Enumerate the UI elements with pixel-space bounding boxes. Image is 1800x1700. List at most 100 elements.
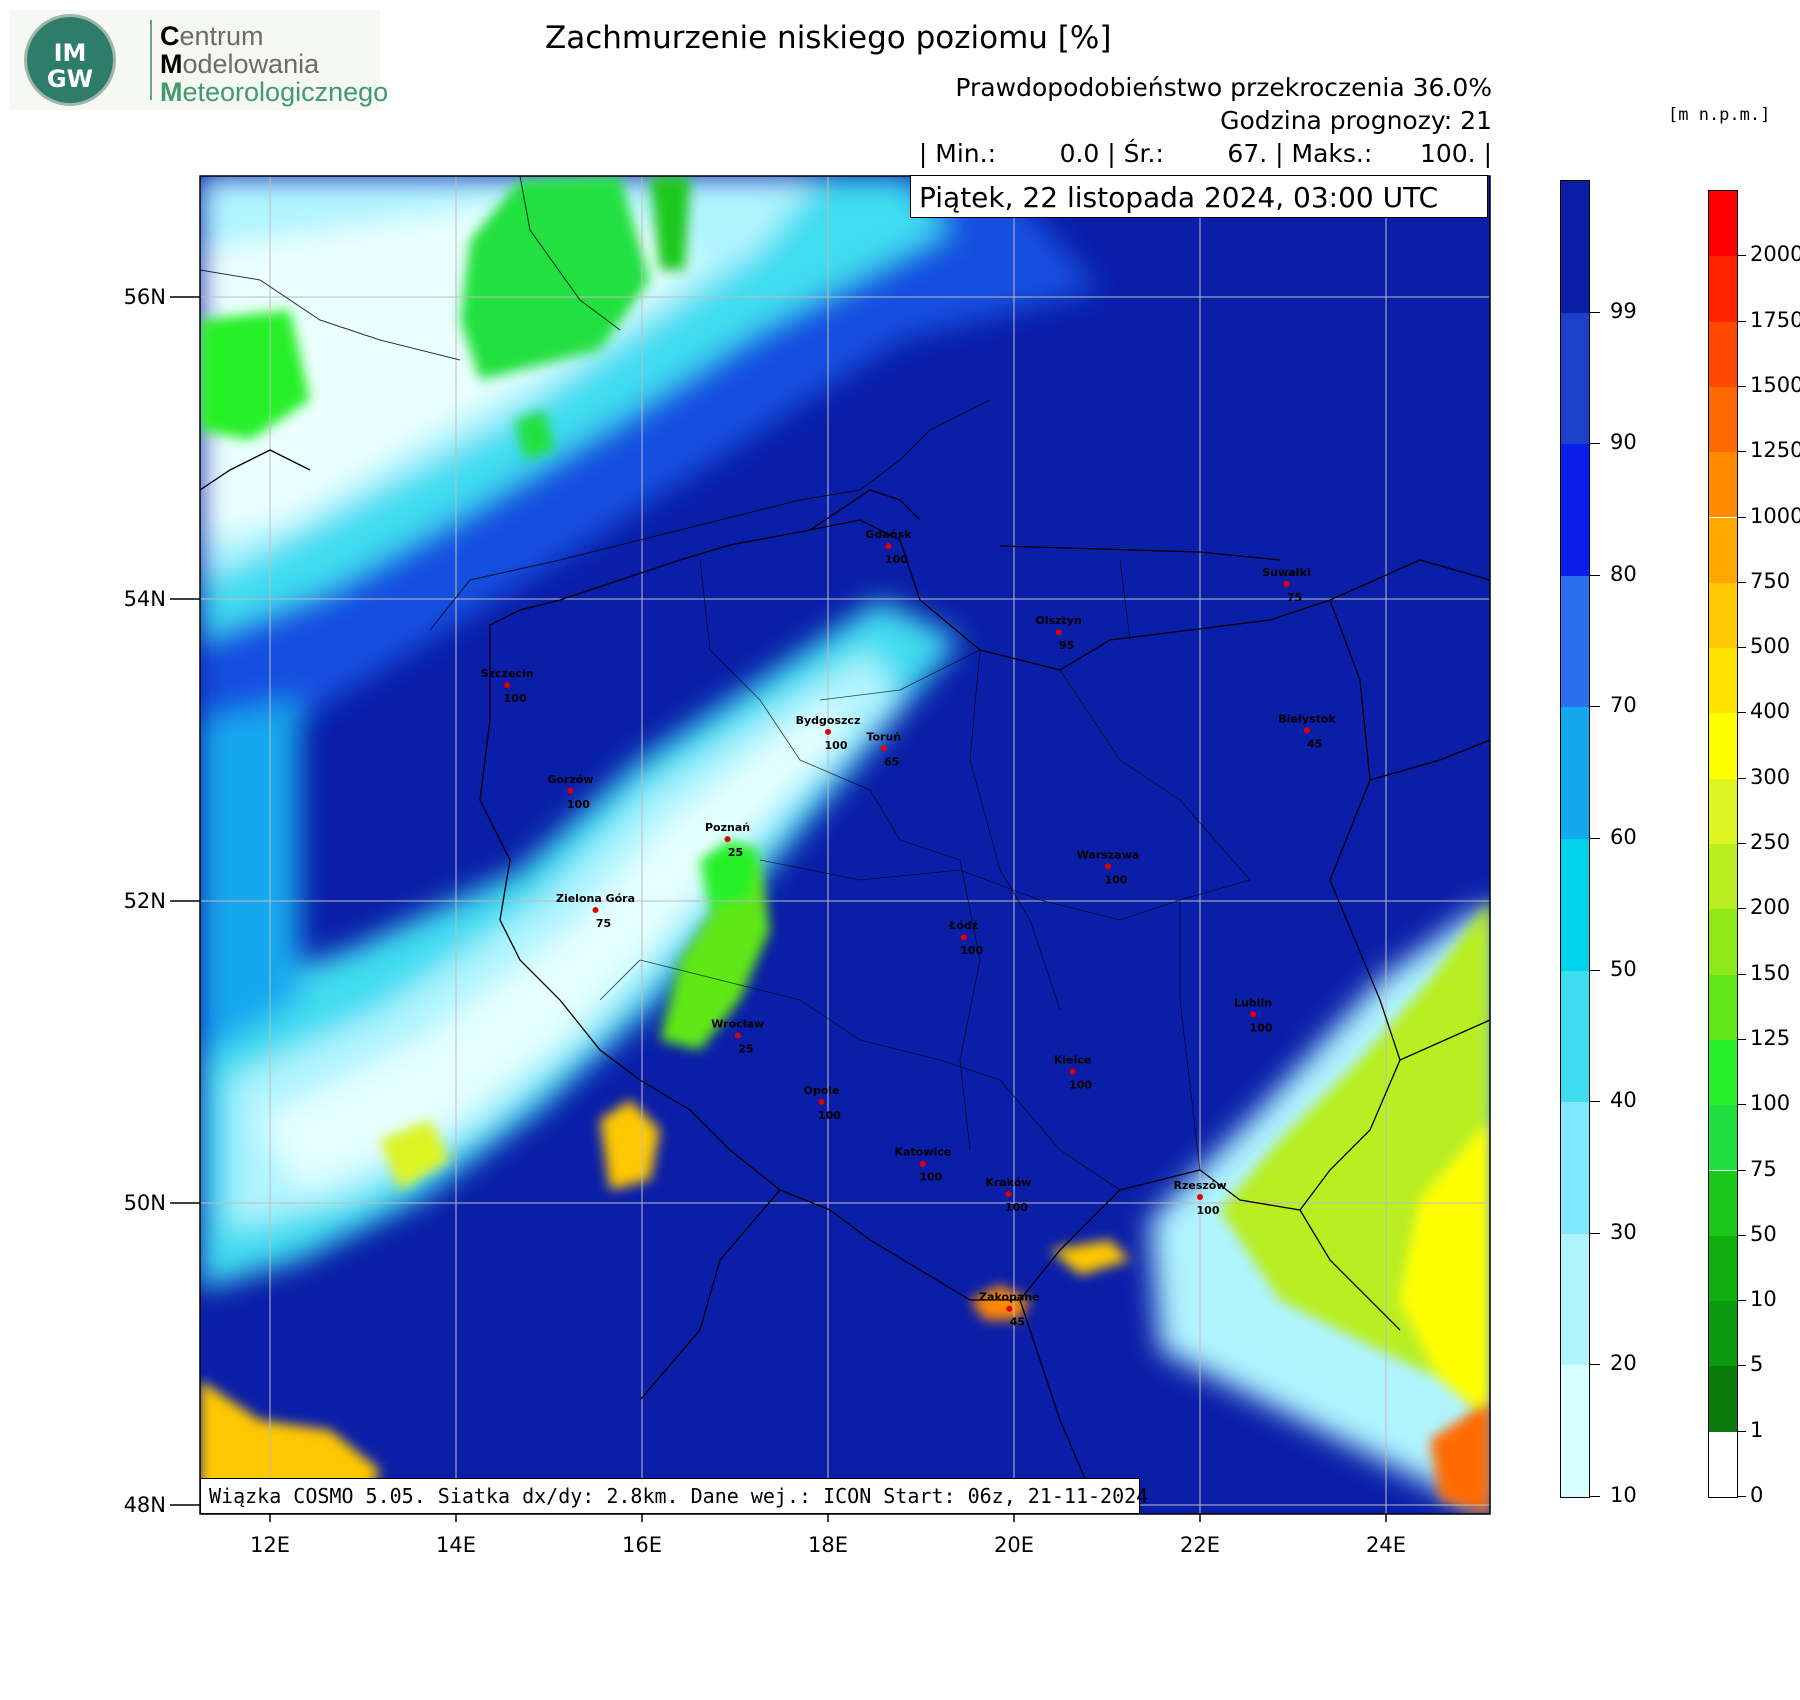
city-marker: Poznań 25: [705, 821, 750, 859]
colorbar-segment: [1561, 312, 1589, 445]
colorbar-segment: [1709, 1039, 1737, 1106]
city-value: 75: [596, 917, 611, 930]
city-dot: [1303, 727, 1310, 734]
city-name: Rzeszów: [1173, 1179, 1226, 1192]
logo-line-3: Meteorologicznego: [160, 77, 389, 107]
terrain-scale-tick: [1738, 451, 1746, 453]
city-value: 100: [1104, 873, 1127, 886]
terrain-scale-tick: [1738, 320, 1746, 322]
colorbar-segment: [1709, 386, 1737, 453]
cloud-scale-label: 80: [1610, 561, 1637, 586]
city-marker: Opole 100: [803, 1084, 841, 1122]
colorbar-segment: [1709, 1105, 1737, 1171]
terrain-scale-tick: [1738, 843, 1746, 844]
city-value: 100: [1197, 1204, 1220, 1217]
logo-line-2: Modelowania: [160, 49, 320, 79]
terrain-scale-label: 50: [1750, 1221, 1777, 1246]
lat-tick-label: 52N: [124, 889, 166, 913]
city-name: Opole: [803, 1084, 839, 1097]
city-marker: Rzeszów 100: [1173, 1179, 1226, 1217]
city-marker: Gdańsk 100: [865, 528, 912, 566]
colorbar-segment: [1561, 1365, 1589, 1497]
terrain-scale-tick: [1738, 973, 1746, 975]
colorbar-segment: [1709, 778, 1737, 844]
logo-divider: [150, 20, 152, 100]
city-value: 100: [919, 1171, 942, 1184]
terrain-scale-label: 750: [1750, 568, 1791, 593]
map-title: Zachmurzenie niskiego poziomu [%]: [545, 20, 1112, 56]
cloud-scale-tick: [1590, 969, 1600, 971]
city-name: Bydgoszcz: [796, 714, 861, 727]
city-marker: Kraków 100: [985, 1176, 1031, 1214]
terrain-scale-tick: [1738, 255, 1746, 257]
city-name: Łódź: [948, 919, 978, 932]
lon-tick-label: 20E: [994, 1533, 1034, 1557]
cloud-scale-tick: [1590, 838, 1600, 839]
cloud-scale-label: 60: [1610, 825, 1637, 849]
colorbar-segment: [1561, 1102, 1589, 1234]
city-value: 100: [504, 692, 527, 705]
city-dot: [1005, 1190, 1012, 1197]
city-value: 95: [1059, 639, 1074, 652]
terrain-scale-label: 1000: [1750, 503, 1800, 528]
city-value: 100: [825, 739, 848, 752]
city-value: 100: [567, 798, 590, 811]
lon-tick-label: 14E: [436, 1533, 476, 1557]
imgw-logo: IM GW Centrum Modelowania Meteorologiczn…: [10, 10, 388, 110]
city-name: Szczecin: [481, 667, 534, 680]
forecast-hour-label: Godzina prognozy: 21: [1220, 106, 1492, 135]
city-value: 65: [884, 755, 899, 768]
lon-tick-label: 18E: [808, 1533, 848, 1557]
city-dot: [1069, 1068, 1076, 1075]
colorbar-segment: [1709, 582, 1737, 649]
colorbar-segment: [1561, 839, 1589, 971]
terrain-scale-tick: [1738, 1038, 1746, 1040]
city-marker: Zakopane 45: [979, 1291, 1040, 1329]
cloud-scale-label: 50: [1610, 956, 1637, 981]
city-dot: [825, 728, 831, 735]
city-name: Olsztyn: [1035, 614, 1081, 627]
terrain-scale-label: 1: [1750, 1417, 1764, 1442]
terrain-scale-tick: [1738, 777, 1746, 779]
city-value: 100: [1069, 1079, 1092, 1092]
city-dot: [960, 934, 967, 941]
terrain-scale-tick: [1738, 1300, 1746, 1302]
city-name: Gdańsk: [865, 528, 912, 541]
terrain-scale-label: 500: [1750, 634, 1791, 659]
cloud-scale-tick: [1590, 443, 1600, 445]
map-frame: [199, 175, 1491, 1515]
city-value: 100: [960, 944, 983, 957]
cloud-scale-label: 30: [1610, 1219, 1637, 1244]
city-marker: Wrocław 25: [711, 1017, 764, 1055]
colorbar-segment: [1561, 970, 1589, 1103]
terrain-scale-label: 100: [1750, 1091, 1791, 1116]
city-name: Poznań: [705, 821, 750, 834]
terrain-scale-label: 400: [1750, 699, 1791, 724]
terrain-scale-tick: [1738, 1234, 1746, 1236]
terrain-scale-tick: [1738, 1430, 1746, 1432]
colorbar-segment: [1709, 1301, 1737, 1367]
city-marker: Toruń 65: [866, 730, 901, 768]
city-name: Kraków: [985, 1176, 1031, 1189]
cloud-scale-tick: [1590, 1496, 1600, 1497]
city-dot: [1250, 1011, 1257, 1018]
city-dot: [818, 1098, 825, 1105]
city-marker: Zielona Góra 75: [556, 892, 635, 930]
terrain-scale-tick: [1738, 1365, 1746, 1367]
lat-tick-label: 48N: [124, 1493, 166, 1517]
colorbar-segment: [1709, 909, 1737, 975]
lat-tick-label: 50N: [124, 1191, 166, 1215]
colorbar-segment: [1709, 452, 1737, 518]
cloud-scale-label: 20: [1610, 1351, 1637, 1376]
cloud-colorbar: [1560, 180, 1590, 1498]
city-value: 100: [1250, 1021, 1273, 1034]
colorbar-segment: [1709, 1366, 1737, 1432]
emblem-text-top: IM: [53, 39, 87, 67]
city-dot: [1104, 863, 1111, 870]
cloud-scale-label: 99: [1610, 298, 1637, 323]
cloud-scale-tick: [1590, 1232, 1600, 1234]
cloud-scale-tick: [1590, 311, 1600, 313]
city-marker: Lublin 100: [1234, 996, 1273, 1034]
city-dot: [592, 907, 599, 914]
